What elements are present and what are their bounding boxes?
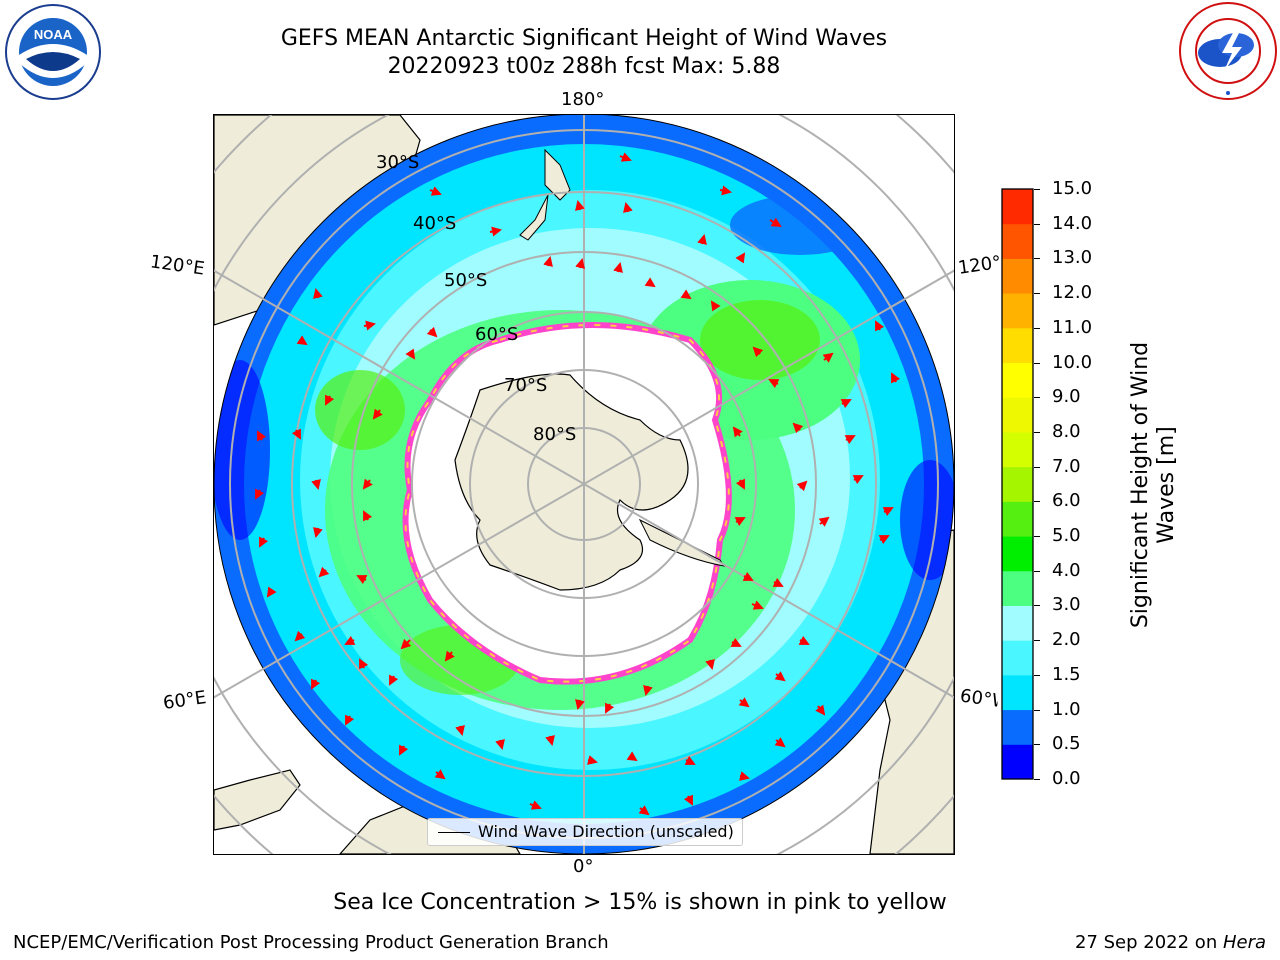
colorbar-block (1002, 431, 1033, 468)
map-frame (213, 114, 955, 855)
noaa-logo-text: NOAA (34, 27, 73, 42)
antarctica-landmass (454, 373, 689, 591)
colorbar-tick-mark (1034, 605, 1040, 607)
credit-left: NCEP/EMC/Verification Post Processing Pr… (13, 932, 609, 953)
colorbar-block (1002, 605, 1033, 641)
colorbar-tick-mark (1034, 362, 1040, 364)
lon-label-180: 180° (561, 89, 605, 110)
colorbar-tick-label: 1.5 (1052, 663, 1081, 685)
colorbar-tick-mark (1034, 293, 1040, 295)
colorbar-block (1002, 536, 1033, 572)
colorbar-tick-mark (1034, 536, 1040, 538)
colorbar-block (1002, 744, 1033, 780)
credit-date: 27 Sep 2022 on (1075, 932, 1223, 953)
colorbar-tick-label: 2.0 (1052, 629, 1081, 651)
colorbar-block (1002, 293, 1033, 329)
lon-label-0: 0° (573, 856, 594, 877)
colorbar-block (1002, 258, 1033, 294)
lat-label-60s: 60°S (475, 324, 519, 345)
colorbar-tick-label: 1.0 (1052, 698, 1081, 720)
colorbar-tick-label: 15.0 (1052, 178, 1093, 199)
colorbar-tick-mark (1034, 189, 1040, 190)
colorbar-tick-mark (1034, 640, 1040, 642)
wind-wave-arrows (255, 152, 901, 816)
colorbar-tick-label: 12.0 (1052, 282, 1093, 304)
colorbar (1001, 188, 1034, 780)
colorbar-tick-label: 8.0 (1052, 420, 1081, 442)
lat-label-70s: 70°S (504, 375, 548, 396)
legend-label: Wind Wave Direction (unscaled) (478, 822, 734, 841)
colorbar-tick-label: 11.0 (1052, 316, 1093, 338)
colorbar-tick-mark (1034, 223, 1040, 225)
chart-title: GEFS MEAN Antarctic Significant Height o… (280, 26, 888, 51)
colorbar-tick-mark (1034, 744, 1040, 746)
colorbar-tick-mark (1034, 709, 1040, 711)
colorbar-tick-label: 14.0 (1052, 212, 1093, 234)
colorbar-tick-mark (1034, 431, 1040, 433)
lat-label-40s: 40°S (413, 213, 457, 234)
sea-ice-footnote: Sea Ice Concentration > 15% is shown in … (333, 890, 947, 915)
colorbar-block (1002, 640, 1033, 676)
colorbar-block (1002, 223, 1033, 259)
colorbar-tick-mark (1034, 570, 1040, 572)
colorbar-tick-label: 6.0 (1052, 490, 1081, 512)
colorbar-block (1002, 709, 1033, 745)
lat-label-30s: 30°S (376, 152, 420, 173)
graticule (214, 115, 954, 854)
colorbar-block (1002, 570, 1033, 606)
colorbar-tick-mark (1034, 466, 1040, 468)
lat-label-50s: 50°S (444, 270, 488, 291)
madagascar-landmass (214, 769, 301, 831)
map-legend: Wind Wave Direction (unscaled) (427, 818, 743, 846)
colorbar-block (1002, 674, 1033, 711)
colorbar-tick-label: 5.0 (1052, 525, 1081, 547)
chart-subtitle: 20220923 t00z 288h fcst Max: 5.88 (387, 54, 781, 79)
colorbar-block (1002, 397, 1033, 433)
colorbar-block (1002, 189, 1033, 225)
colorbar-tick-mark (1034, 397, 1040, 399)
colorbar-tick-label: 7.0 (1052, 455, 1081, 477)
colorbar-tick-mark (1034, 327, 1040, 329)
colorbar-tick-label: 4.0 (1052, 559, 1081, 581)
colorbar-tick-mark (1034, 779, 1040, 780)
colorbar-block (1002, 362, 1033, 398)
colorbar-tick-label: 3.0 (1052, 594, 1081, 616)
lat-label-80s: 80°S (533, 424, 577, 445)
colorbar-tick-label: 0.0 (1052, 768, 1081, 789)
colorbar-label-line1: Significant Height of Wind (1128, 341, 1153, 629)
colorbar-tick-mark (1034, 674, 1040, 676)
colorbar-tick-label: 0.5 (1052, 733, 1081, 755)
colorbar-label-line2: Waves [m] (1154, 426, 1179, 544)
nws-logo (1179, 2, 1277, 100)
colorbar-tick-label: 10.0 (1052, 351, 1093, 373)
colorbar-tick-label: 9.0 (1052, 386, 1081, 408)
colorbar-tick-mark (1034, 501, 1040, 503)
credit-right: 27 Sep 2022 on Hera (1075, 932, 1266, 953)
colorbar-block (1002, 501, 1033, 537)
colorbar-tick-label: 13.0 (1052, 247, 1093, 269)
colorbar-label: Significant Height of Wind Waves [m] (1128, 185, 1180, 785)
colorbar-block (1002, 327, 1033, 364)
colorbar-block (1002, 466, 1033, 502)
new-zealand-landmass (544, 148, 571, 201)
credit-machine: Hera (1222, 932, 1266, 953)
legend-line-swatch (438, 832, 470, 833)
noaa-logo: NOAA (5, 4, 101, 100)
colorbar-tick-mark (1034, 258, 1040, 260)
